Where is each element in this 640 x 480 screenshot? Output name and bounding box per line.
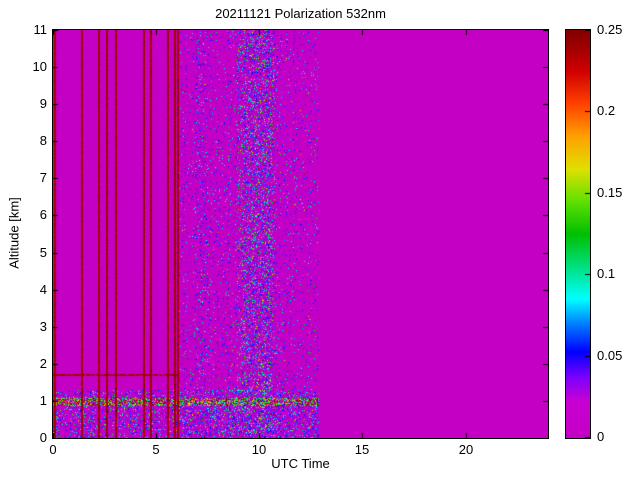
y-tick-label: 0 (39, 430, 47, 445)
colorbar (565, 29, 591, 439)
y-tick-label: 6 (39, 207, 47, 222)
y-tick-label: 3 (39, 319, 47, 334)
y-tick-label: 2 (39, 356, 47, 371)
y-tick-label: 11 (33, 22, 48, 37)
colorbar-canvas (566, 30, 590, 438)
colorbar-tick-label: 0 (597, 429, 605, 444)
chart-title: 20211121 Polarization 532nm (215, 6, 386, 21)
y-tick-label: 1 (39, 393, 47, 408)
heatmap-canvas (53, 30, 548, 438)
colorbar-tick-label: 0.25 (597, 22, 623, 37)
x-tick-label: 5 (152, 442, 160, 457)
x-tick-label: 10 (251, 442, 267, 457)
plot-area (52, 29, 549, 439)
y-tick-label: 8 (39, 133, 47, 148)
colorbar-tick-label: 0.05 (597, 348, 623, 363)
colorbar-tick-label: 0.2 (597, 103, 616, 118)
x-tick-label: 20 (458, 442, 474, 457)
colorbar-tick-label: 0.1 (597, 266, 616, 281)
y-tick-label: 4 (39, 282, 47, 297)
x-axis-label: UTC Time (271, 456, 330, 471)
colorbar-tick-label: 0.15 (597, 185, 623, 200)
x-tick-label: 0 (49, 442, 57, 457)
y-tick-label: 5 (39, 245, 47, 260)
x-tick-label: 15 (354, 442, 370, 457)
y-tick-label: 10 (32, 59, 47, 74)
y-tick-label: 7 (39, 170, 47, 185)
y-tick-label: 9 (39, 96, 47, 111)
